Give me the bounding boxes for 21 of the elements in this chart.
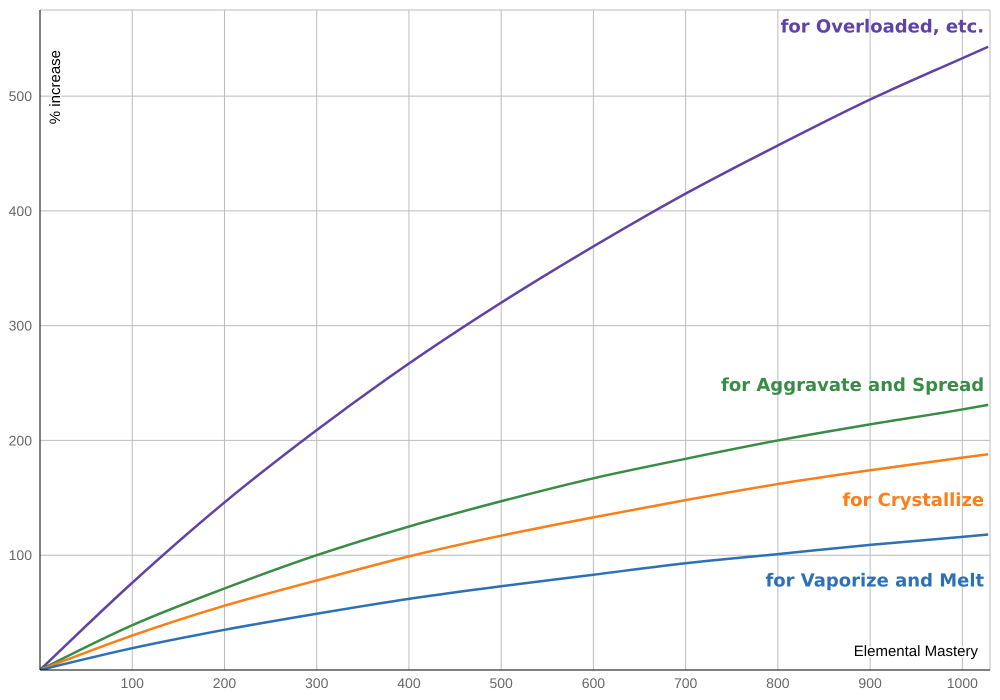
x-tick-label: 300 <box>305 674 329 691</box>
x-tick-label: 800 <box>766 674 790 691</box>
series-label: for Vaporize and Melt <box>765 570 985 592</box>
x-tick-label: 400 <box>397 674 421 691</box>
x-tick-label: 100 <box>120 674 144 691</box>
x-tick-label: 500 <box>489 674 514 691</box>
x-tick-label: 700 <box>674 674 698 691</box>
y-tick-label: 200 <box>8 432 32 448</box>
y-tick-label: 100 <box>8 547 32 564</box>
y-tick-label: 300 <box>8 318 32 334</box>
y-tick-label: 500 <box>8 88 32 104</box>
series-label: for Overloaded, etc. <box>780 16 984 38</box>
y-axis-title: % increase <box>47 50 64 124</box>
x-tick-label: 900 <box>858 674 882 691</box>
x-tick-label: 1000 <box>946 674 978 691</box>
x-tick-label: 600 <box>582 674 606 691</box>
x-tick-label: 200 <box>212 674 236 691</box>
series-label: for Aggravate and Spread <box>721 374 984 396</box>
series-label: for Crystallize <box>842 490 984 512</box>
x-axis-title: Elemental Mastery <box>854 643 978 660</box>
y-tick-label: 400 <box>8 202 32 219</box>
